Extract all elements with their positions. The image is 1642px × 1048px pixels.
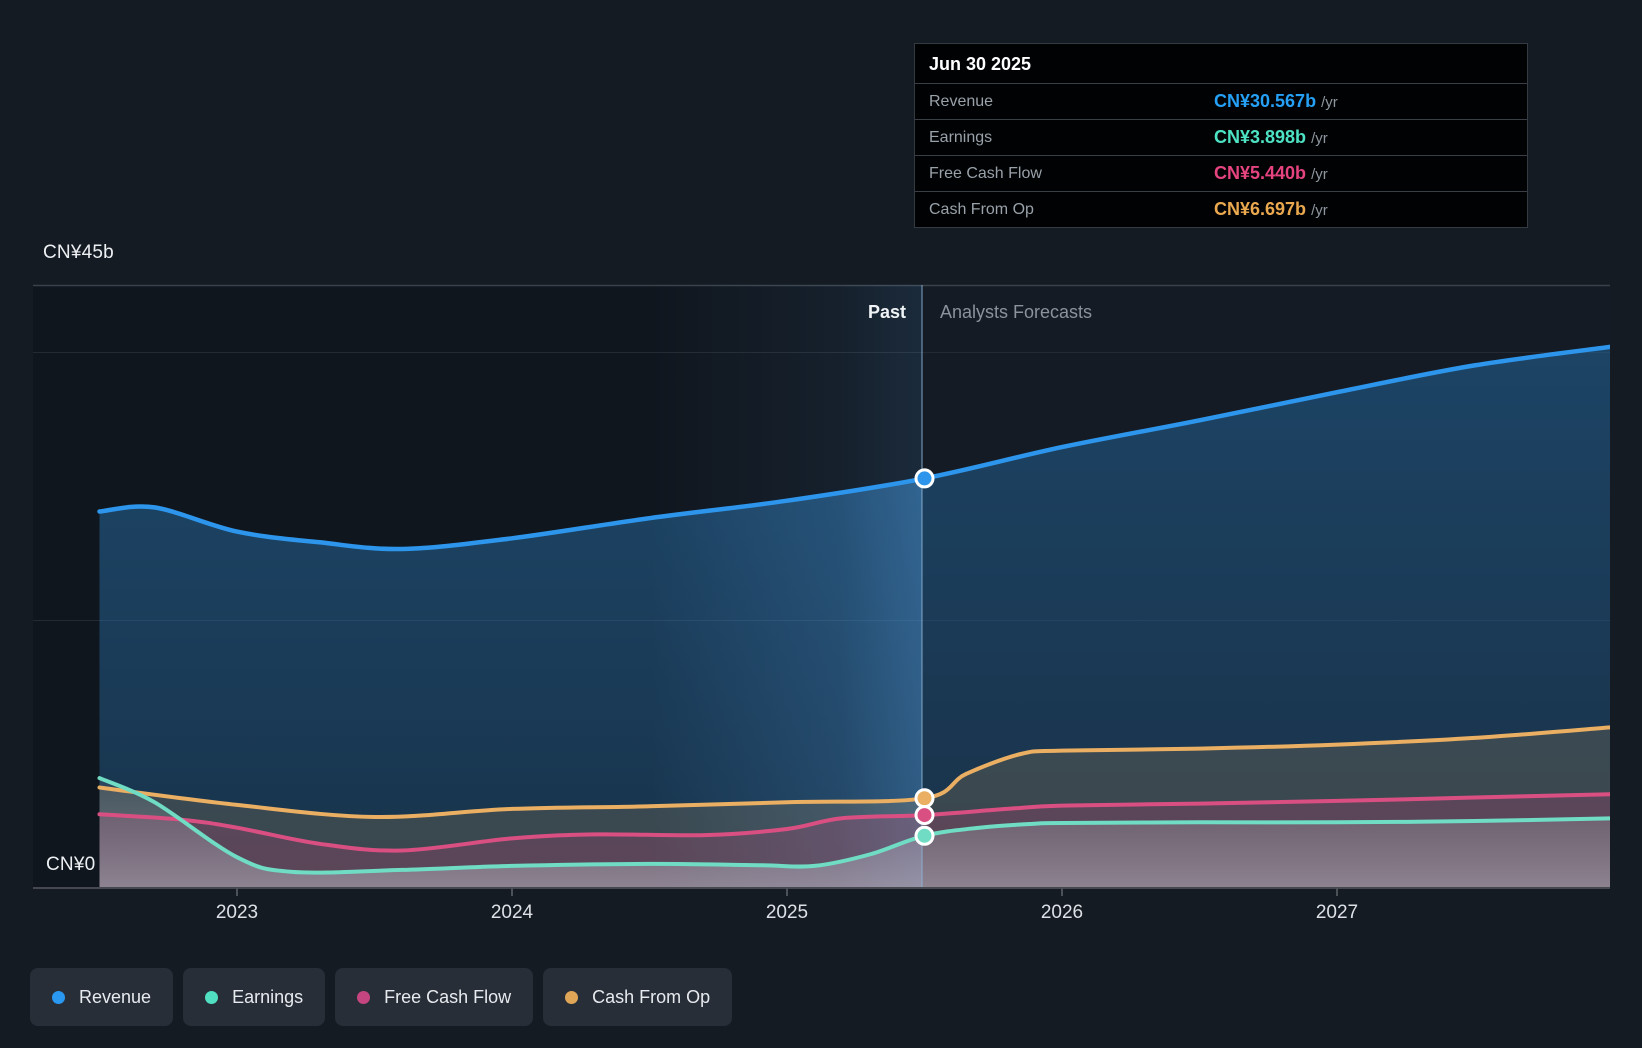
legend-item-free-cash-flow[interactable]: Free Cash Flow: [335, 968, 534, 1026]
free-cash-flow-line: [97, 792, 1610, 853]
analysts-forecasts-label: Analysts Forecasts: [940, 302, 1093, 322]
legend-item-cash-from-op[interactable]: Cash From Op: [543, 968, 733, 1026]
tooltip-value: CN¥3.898b: [1214, 127, 1307, 147]
tooltip-unit: /yr: [1311, 130, 1328, 147]
earnings-area: [99, 778, 1610, 888]
divider-markers: [914, 468, 935, 846]
legend-item-revenue[interactable]: Revenue: [30, 968, 174, 1026]
tooltip-value: CN¥6.697b: [1214, 199, 1307, 219]
tooltip-row-cash-from-op: Cash From Op CN¥6.697b/yr: [915, 191, 1527, 227]
tooltip-label: Earnings: [929, 129, 993, 146]
tooltip-value: CN¥5.440b: [1214, 163, 1307, 183]
y-axis-zero-label: CN¥0: [46, 854, 96, 875]
free-cash-flow-dot-icon: [357, 990, 371, 1004]
revenue-line: [97, 344, 1610, 552]
tooltip-unit: /yr: [1311, 166, 1328, 183]
tooltip-unit: /yr: [1311, 202, 1328, 219]
earnings-line: [97, 776, 1610, 875]
past-label: Past: [867, 302, 906, 322]
cash-from-op-dot-icon: [565, 990, 579, 1004]
legend-label: Revenue: [79, 986, 152, 1007]
tooltip-label: Free Cash Flow: [929, 165, 1042, 182]
chart-legend: Revenue Earnings Free Cash Flow Cash Fro…: [30, 968, 733, 1026]
legend-label: Cash From Op: [592, 986, 711, 1007]
x-tick-label-2027: 2027: [1315, 902, 1359, 923]
tooltip-unit: /yr: [1321, 94, 1338, 111]
tooltip-row-free-cash-flow: Free Cash Flow CN¥5.440b/yr: [915, 155, 1527, 191]
tooltip-row-revenue: Revenue CN¥30.567b/yr: [915, 83, 1527, 119]
y-axis-max-label: CN¥45b: [43, 242, 114, 263]
x-axis-ticks: [236, 888, 1338, 896]
tooltip-value: CN¥30.567b: [1214, 91, 1317, 111]
earnings-dot-icon: [205, 990, 219, 1004]
chart-tooltip: Jun 30 2025 Revenue CN¥30.567b/yr Earnin…: [914, 43, 1528, 228]
x-tick-label-2023: 2023: [215, 902, 259, 923]
x-tick-label-2026: 2026: [1040, 902, 1084, 923]
tooltip-date: Jun 30 2025: [929, 54, 1032, 74]
free-cash-flow-marker: [914, 805, 935, 826]
earnings-marker: [914, 825, 935, 846]
tooltip-row-earnings: Earnings CN¥3.898b/yr: [915, 119, 1527, 155]
legend-item-earnings[interactable]: Earnings: [183, 968, 326, 1026]
legend-label: Free Cash Flow: [384, 986, 512, 1007]
legend-label: Earnings: [232, 986, 304, 1007]
x-tick-label-2024: 2024: [490, 902, 534, 923]
tooltip-label: Cash From Op: [929, 201, 1034, 218]
cash-from-op-marker: [914, 788, 935, 809]
revenue-marker: [914, 468, 935, 489]
revenue-dot-icon: [52, 990, 65, 1004]
x-tick-label-2025: 2025: [765, 902, 809, 923]
tooltip-label: Revenue: [929, 93, 994, 110]
